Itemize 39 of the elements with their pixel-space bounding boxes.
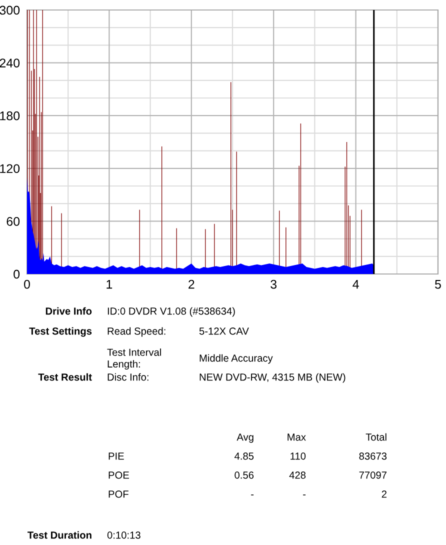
text: Read Speed: bbox=[108, 327, 166, 337]
text: 2 bbox=[382, 490, 386, 498]
text: 83673 bbox=[359, 452, 387, 460]
text: 0.56 bbox=[234, 472, 254, 479]
y-tick-label: 60 bbox=[6, 217, 20, 226]
text: POE bbox=[108, 472, 129, 479]
text: Middle Accuracy bbox=[200, 354, 273, 364]
text: Test Settings bbox=[29, 327, 92, 337]
x-tick-label: 5 bbox=[435, 280, 441, 289]
text: - bbox=[251, 494, 254, 496]
text: POF bbox=[108, 490, 128, 498]
text: Max bbox=[288, 434, 306, 441]
text: 0:10:13 bbox=[107, 532, 140, 539]
y-tick-label: 300 bbox=[0, 6, 20, 15]
x-tick-label: 4 bbox=[352, 280, 359, 289]
x-tick-label: 1 bbox=[106, 280, 112, 289]
y-tick-label: 0 bbox=[14, 270, 20, 279]
y-tick-label: 240 bbox=[0, 58, 20, 68]
text: Drive Info bbox=[46, 307, 92, 315]
text: Test Result bbox=[38, 373, 92, 381]
x-tick-label: 2 bbox=[188, 280, 194, 289]
text: 77097 bbox=[359, 472, 386, 479]
y-tick-label: 180 bbox=[0, 111, 20, 120]
text: NEW DVD-RW, 4315 MB (NEW) bbox=[200, 373, 346, 383]
text: Total bbox=[366, 433, 386, 441]
text: - bbox=[303, 494, 306, 496]
text: 4.85 bbox=[234, 452, 254, 460]
text: 5-12X CAV bbox=[199, 328, 249, 335]
text: Avg bbox=[236, 434, 254, 443]
y-tick-label: 120 bbox=[0, 164, 20, 174]
text: Test Duration bbox=[28, 531, 92, 539]
text: Disc Info: bbox=[108, 373, 148, 381]
text: 428 bbox=[289, 472, 306, 479]
text: ID:0 DVDR V1.08 (#538634) bbox=[108, 307, 235, 317]
text: Test Interval Length: bbox=[107, 348, 161, 370]
x-tick-label: 3 bbox=[270, 280, 277, 289]
x-tick-label: 0 bbox=[24, 280, 30, 289]
text: 110 bbox=[290, 452, 306, 460]
text: PIE bbox=[108, 452, 124, 460]
